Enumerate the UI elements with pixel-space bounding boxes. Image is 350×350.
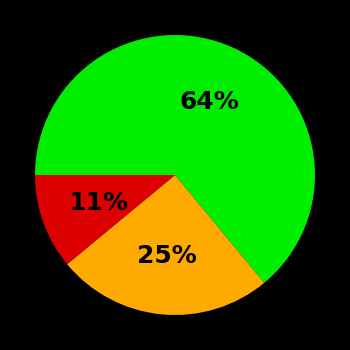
Text: 11%: 11% (69, 190, 128, 215)
Text: 25%: 25% (138, 244, 197, 268)
Text: 64%: 64% (180, 90, 239, 113)
Wedge shape (35, 35, 315, 283)
Wedge shape (35, 175, 175, 264)
Wedge shape (67, 175, 264, 315)
